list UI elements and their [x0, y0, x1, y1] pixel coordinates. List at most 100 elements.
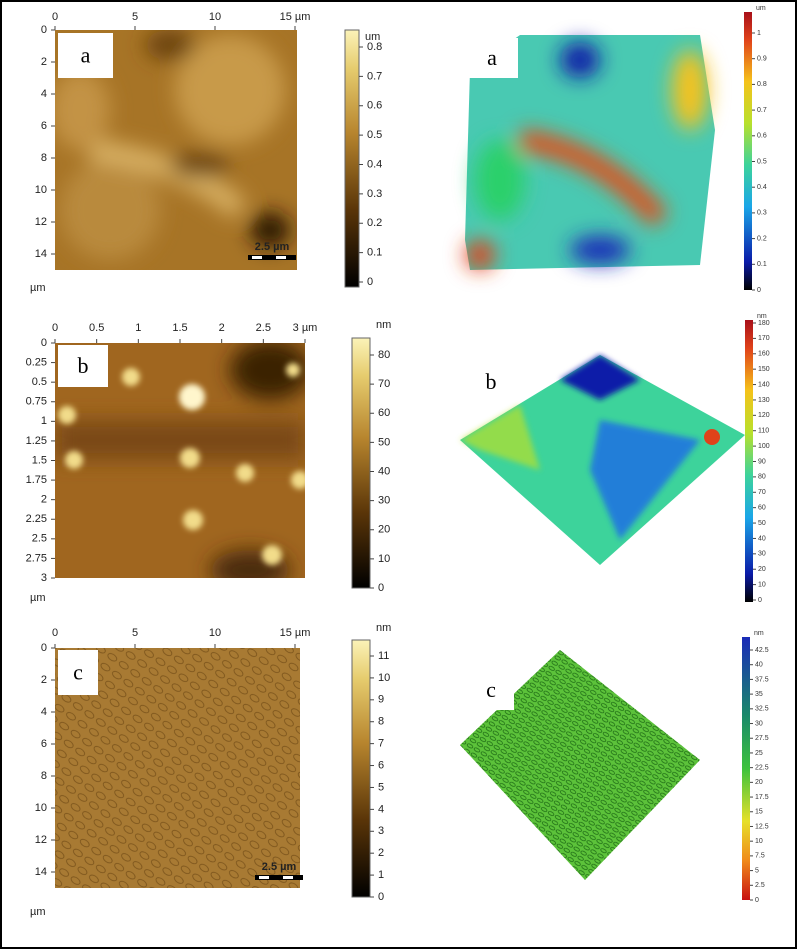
scale-bar-segment [283, 876, 293, 879]
y-tick-label: 8 [41, 152, 47, 164]
panel-label: a [81, 43, 91, 68]
colorbar-3d-tick-label: 0 [758, 597, 762, 604]
colorbar-3d-tick-label: 0.7 [757, 107, 767, 114]
panel-label-3d: a [487, 45, 497, 70]
colorbar-3d-tick-label: 0.1 [757, 261, 767, 268]
colorbar-3d-tick-label: 25 [755, 750, 763, 757]
colorbar-3d-tick-label: 60 [758, 505, 766, 512]
colorbar-3d [742, 637, 750, 900]
colorbar-unit: nm [376, 622, 391, 634]
y-tick-label: 10 [35, 802, 47, 814]
surface-3d-c [460, 650, 700, 880]
scale-bar [248, 255, 296, 260]
colorbar-3d-tick-label: 180 [758, 320, 770, 327]
colorbar-tick-label: 0.3 [367, 188, 382, 200]
colorbar-3d-tick-label: 35 [755, 691, 763, 698]
colorbar-3d-tick-label: 90 [758, 458, 766, 465]
colorbar-tick-label: 30 [378, 495, 390, 507]
colorbar-3d-tick-label: 27.5 [755, 735, 769, 742]
y-tick-label: 0 [41, 337, 47, 349]
colorbar-3d-tick-label: 0.4 [757, 184, 767, 191]
colorbar-tick-label: 5 [378, 781, 384, 793]
colorbar-3d-tick-label: 0.9 [757, 56, 767, 63]
x-tick-label: 10 [209, 11, 221, 23]
scale-bar-segment [259, 876, 269, 879]
colorbar-3d-tick-label: 2.5 [755, 882, 765, 889]
scale-bar [255, 875, 303, 880]
x-tick-label: 0.5 [89, 322, 104, 334]
colorbar-3d-tick-label: 0 [755, 897, 759, 904]
y-tick-label: 0.25 [26, 356, 47, 368]
colorbar-tick-label: 1 [378, 869, 384, 881]
surface-3d-a [465, 35, 715, 270]
colorbar-tick-label: 0.5 [367, 129, 382, 141]
colorbar-3d-tick-label: 15 [755, 809, 763, 816]
colorbar-tick-label: 0 [378, 891, 384, 903]
colorbar [351, 337, 371, 589]
y-tick-label: 6 [41, 738, 47, 750]
colorbar-3d-tick-label: 30 [755, 720, 763, 727]
y-tick-label: 10 [35, 184, 47, 196]
y-tick-label: 0.5 [32, 376, 47, 388]
x-tick-label: 0 [52, 322, 58, 334]
afm-image-a [55, 30, 297, 270]
y-tick-label: 12 [35, 216, 47, 228]
colorbar-unit: um [365, 31, 380, 43]
colorbar-3d-tick-label: 130 [758, 397, 770, 404]
x-tick-label: 10 [209, 627, 221, 639]
colorbar-3d-tick-label: 10 [758, 581, 766, 588]
colorbar-3d-tick-label: 110 [758, 428, 769, 435]
scale-bar-label: 2.5 µm [262, 861, 297, 873]
panel-label-3d-box [466, 38, 518, 78]
x-tick-label: 2.5 [256, 322, 271, 334]
colorbar-3d-tick-label: 0.6 [757, 133, 767, 140]
colorbar-3d-tick-label: 17.5 [755, 794, 769, 801]
colorbar-3d-tick-label: 120 [758, 412, 770, 419]
colorbar-3d-tick-label: 160 [758, 351, 770, 358]
colorbar-3d-tick-label: 70 [758, 489, 766, 496]
colorbar-3d-tick-label: 32.5 [755, 706, 769, 713]
x-tick-label: 5 [132, 11, 138, 23]
panel-label-box [58, 345, 108, 387]
colorbar-3d-tick-label: 170 [758, 335, 770, 342]
axis-unit: µm [30, 906, 46, 918]
panel-label-3d: b [486, 369, 497, 394]
y-tick-label: 4 [41, 706, 47, 718]
surface-3d-b [460, 355, 745, 565]
colorbar-tick-label: 20 [378, 524, 390, 536]
colorbar-3d [744, 12, 752, 290]
y-tick-label: 1.5 [32, 454, 47, 466]
x-tick-label: 1.5 [172, 322, 187, 334]
colorbar-tick-label: 10 [378, 553, 390, 565]
colorbar-3d-tick-label: 0.3 [757, 210, 767, 217]
y-tick-label: 14 [35, 248, 47, 260]
colorbar-3d-tick-label: 50 [758, 520, 766, 527]
y-tick-label: 1.75 [26, 474, 47, 486]
y-tick-label: 0 [41, 642, 47, 654]
colorbar-tick-label: 60 [378, 407, 390, 419]
colorbar-3d-tick-label: 0.2 [757, 235, 767, 242]
x-tick-label: 15 µm [280, 627, 311, 639]
colorbar-3d-tick-label: 150 [758, 366, 770, 373]
y-tick-label: 2.5 [32, 533, 47, 545]
y-tick-label: 2.25 [26, 513, 47, 525]
colorbar-tick-label: 70 [378, 378, 390, 390]
colorbar-tick-label: 6 [378, 759, 384, 771]
panel-label-box [58, 33, 113, 78]
colorbar-3d-tick-label: 30 [758, 551, 766, 558]
colorbar-3d-tick-label: 1 [757, 30, 761, 37]
colorbar-3d-tick-label: 42.5 [755, 647, 769, 654]
x-tick-label: 15 µm [280, 11, 311, 23]
colorbar-tick-label: 2 [378, 847, 384, 859]
colorbar-tick-label: 50 [378, 436, 390, 448]
colorbar-3d-tick-label: 40 [755, 662, 763, 669]
colorbar-3d-unit: um [756, 5, 766, 12]
colorbar-tick-label: 7 [378, 738, 384, 750]
colorbar-3d-unit: nm [757, 313, 767, 320]
colorbar-3d-tick-label: 40 [758, 535, 766, 542]
colorbar-tick-label: 0.2 [367, 217, 382, 229]
x-tick-label: 3 µm [293, 322, 318, 334]
colorbar-3d-tick-label: 20 [755, 779, 763, 786]
